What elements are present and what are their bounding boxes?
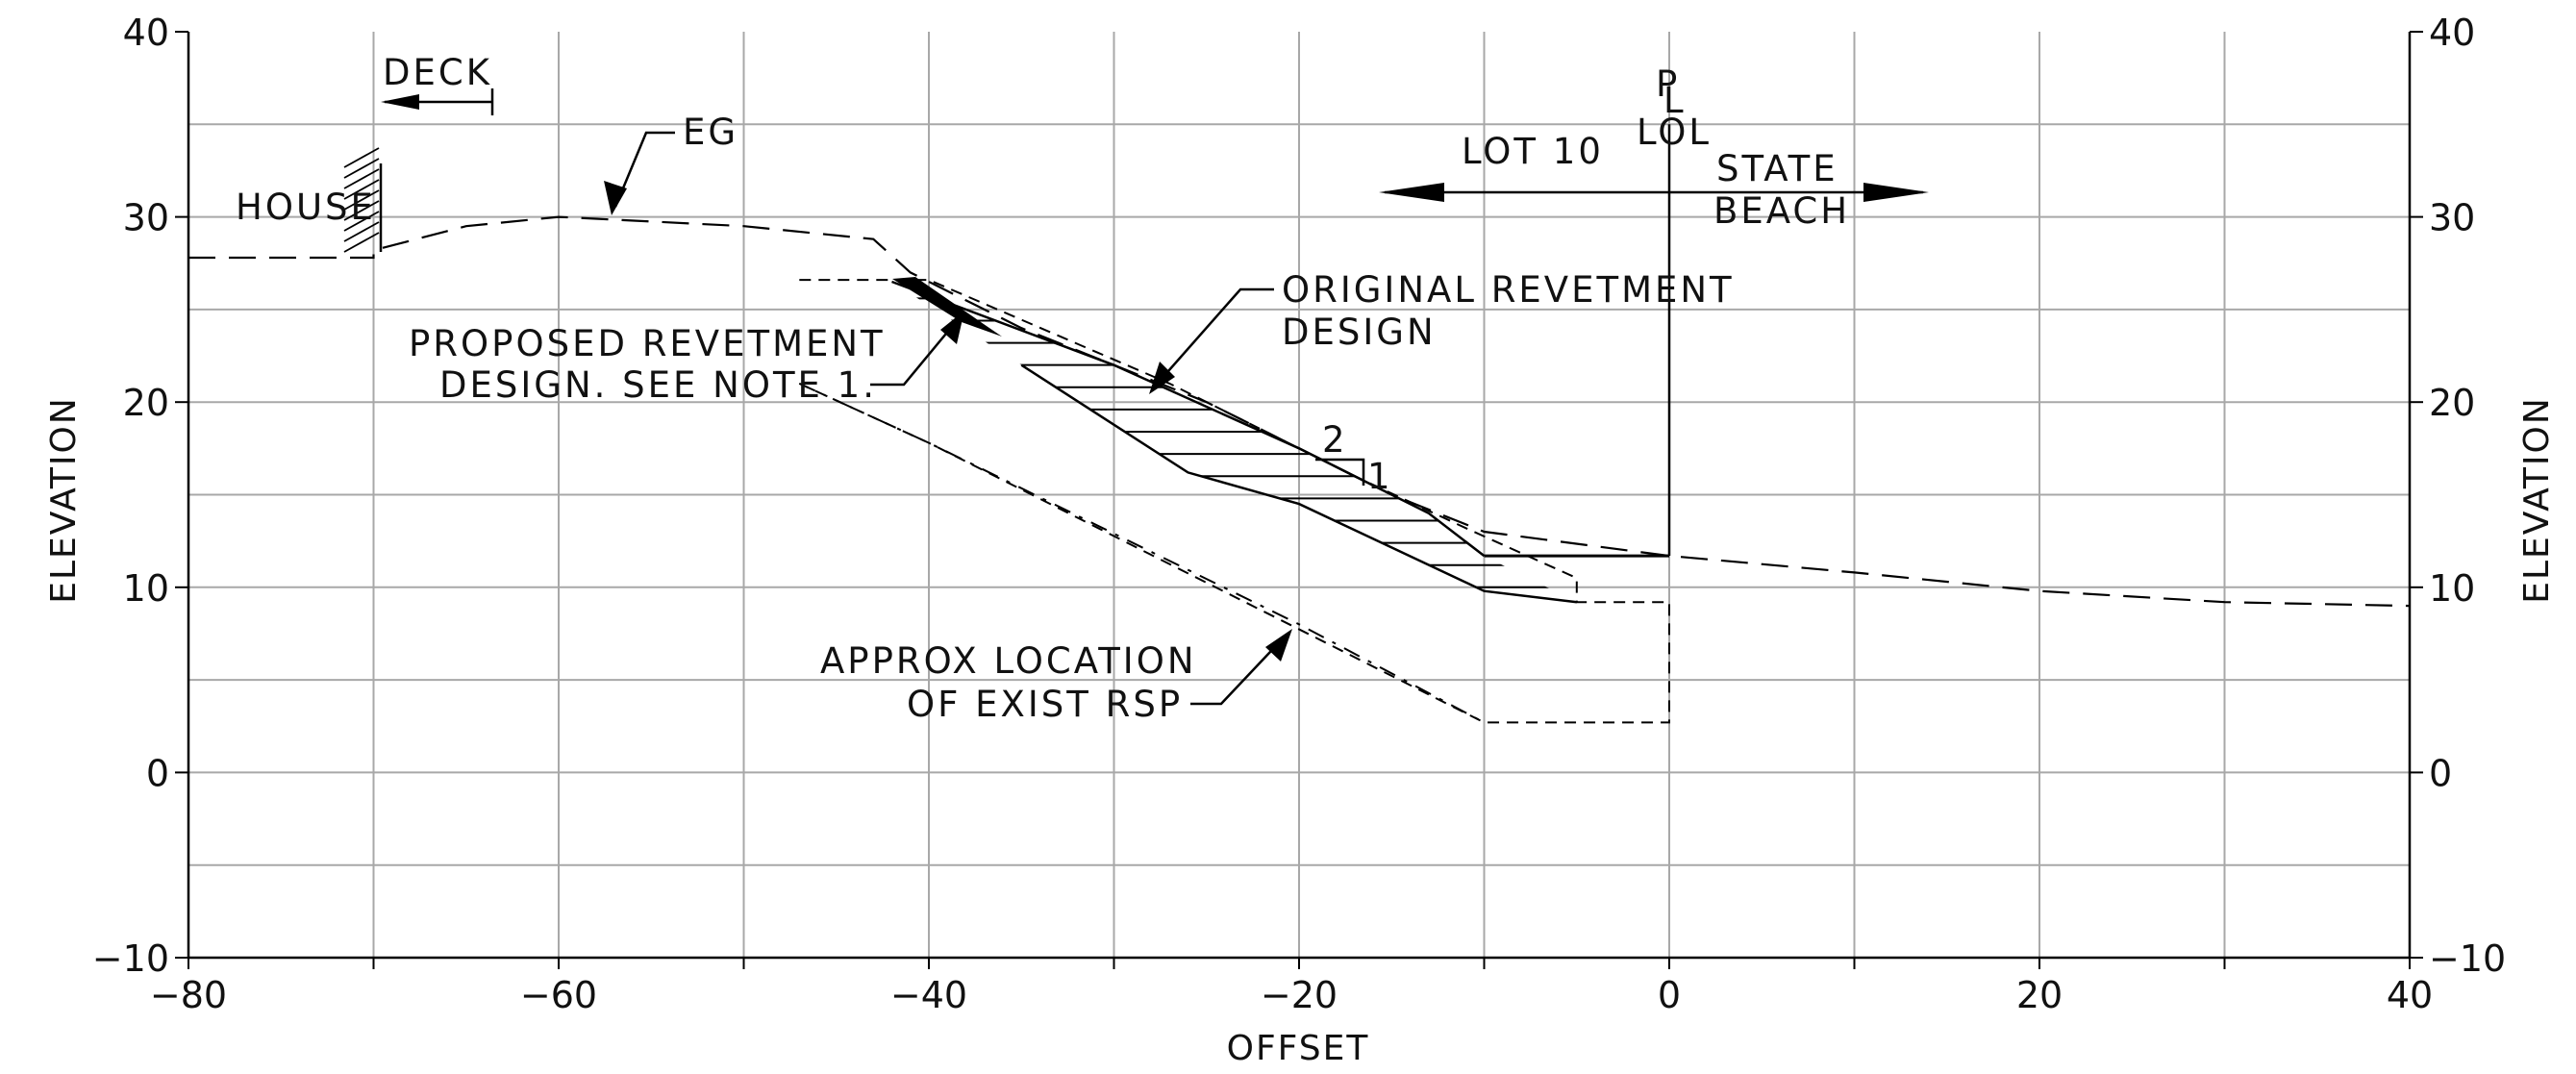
lot-arrowhead-left: [1379, 183, 1444, 202]
x-tick-label: −80: [150, 974, 227, 1016]
proposed-design-label-line2: DESIGN. SEE NOTE 1.: [439, 364, 877, 406]
y-tick-label-right: 10: [2429, 567, 2475, 610]
original-design-leader: [1153, 287, 1274, 388]
lot-arrowhead-right: [1863, 183, 1929, 202]
y-tick-label-right: 40: [2429, 12, 2475, 54]
x-tick-label: 40: [2387, 974, 2433, 1016]
existing-ground-line: [188, 215, 2411, 608]
proposed-design-leader: [870, 316, 961, 387]
deck-arrowhead: [381, 94, 419, 110]
rsp-label-line2: OF EXIST RSP: [907, 684, 1183, 725]
y-axis-label-left: ELEVATION: [44, 396, 84, 604]
rsp-arrowhead: [1265, 629, 1292, 662]
house-hatch-line: [343, 158, 380, 179]
section-geometry: [188, 88, 2411, 724]
slope-rise-label: 1: [1367, 456, 1393, 497]
x-axis-label: OFFSET: [1227, 1029, 1370, 1068]
property-line-p-label: P: [1656, 63, 1680, 105]
house-hatch-line: [343, 232, 380, 253]
x-tick-label: 0: [1658, 974, 1681, 1016]
house-hatch-line: [343, 179, 380, 200]
slope-symbol: [1315, 458, 1365, 486]
y-tick-label-right: −10: [2429, 937, 2506, 980]
y-tick-label-left: 30: [123, 197, 169, 239]
house-hatch-line: [343, 168, 380, 189]
house-hatch-line: [343, 189, 380, 211]
y-tick-label-left: 40: [123, 12, 169, 54]
lot-label: LOT 10: [1462, 131, 1604, 172]
state-label: STATE: [1716, 148, 1838, 189]
y-tick-label-left: 10: [123, 567, 169, 610]
y-tick-label-left: −10: [92, 937, 169, 980]
x-tick-label: 20: [2016, 974, 2063, 1016]
rsp-label-line1: APPROX LOCATION: [820, 640, 1197, 682]
original-revetment-top: [891, 280, 1486, 558]
y-tick-label-right: 20: [2429, 382, 2475, 424]
eg-label: EG: [683, 112, 738, 153]
tick-marks: [175, 31, 2423, 969]
x-tick-label: −60: [520, 974, 597, 1016]
property-line-l-label: L: [1663, 80, 1687, 121]
y-axis-label-right: ELEVATION: [2517, 396, 2557, 604]
slope-run-label: 2: [1322, 419, 1348, 461]
existing-rsp-line: [798, 382, 1485, 724]
proposed-revetment-outline: [798, 279, 1670, 724]
proposed-cap-wedge: [892, 277, 1002, 337]
rsp-leader: [1190, 634, 1288, 706]
original-revetment-bottom: [1020, 363, 1577, 604]
x-tick-label: −20: [1261, 974, 1338, 1016]
house-label: HOUSE: [236, 187, 376, 228]
house-hatch-line: [343, 211, 380, 232]
lol-label: LOL: [1637, 112, 1712, 153]
proposed-design-arrowhead: [940, 311, 964, 344]
deck-label: DECK: [383, 52, 492, 93]
house-hatch-line: [343, 200, 380, 221]
original-design-label-line1: ORIGINAL REVETMENT: [1282, 269, 1735, 311]
beach-label: BEACH: [1713, 190, 1850, 232]
original-design-arrowhead: [1149, 362, 1175, 394]
eg-arrowhead: [604, 181, 627, 215]
eg-leader: [613, 131, 675, 208]
x-tick-label: −40: [890, 974, 967, 1016]
house-hatch-line: [343, 147, 380, 168]
proposed-design-label-line1: PROPOSED REVETMENT: [409, 323, 886, 364]
house-hatch-line: [343, 221, 380, 242]
y-tick-label-right: 0: [2429, 752, 2452, 794]
y-tick-label-left: 20: [123, 382, 169, 424]
original-design-label-line2: DESIGN: [1282, 312, 1437, 353]
grid: [188, 32, 2410, 958]
y-tick-label-left: 0: [146, 752, 169, 794]
y-tick-label-right: 30: [2429, 197, 2475, 239]
